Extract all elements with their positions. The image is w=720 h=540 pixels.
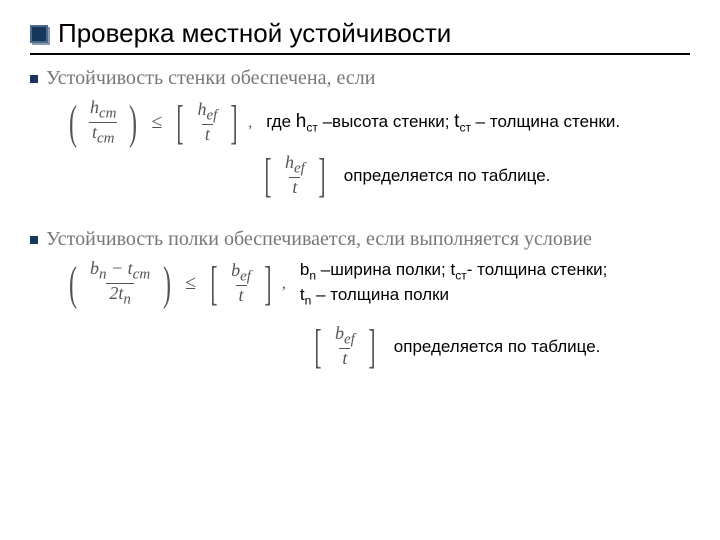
section1-table-note-row: [ hef t ] определяется по таблице. xyxy=(260,153,690,198)
f2-minus: − xyxy=(106,258,127,278)
sf1-n: h xyxy=(285,152,294,172)
section2-condition-row: Устойчивость полки обеспечивается, если … xyxy=(30,228,690,251)
f2-lnb-sub: cm xyxy=(133,267,151,283)
formula1: ( hcm tcm ) ≤ [ hef t ] , xyxy=(65,98,252,147)
formula1-annotation: где hст –высота стенки; tст – толщина ст… xyxy=(266,111,620,134)
f2-rn-sub: ef xyxy=(240,269,251,285)
def-v1: b xyxy=(300,260,309,279)
f1-rd: t xyxy=(202,124,213,145)
f1-ln-sub: cm xyxy=(99,106,117,122)
title-bar: Проверка местной устойчивости xyxy=(30,18,690,55)
lparen-icon: ( xyxy=(69,101,77,144)
rbracket2-icon: ] xyxy=(318,154,325,197)
f2-ld: 2t xyxy=(109,283,123,303)
def-v2-sub: ст xyxy=(455,268,467,282)
bullet2-icon xyxy=(30,236,38,244)
small-frac2-frac: bef t xyxy=(332,324,358,369)
formula2-definitions: bn –ширина полки; tст- толщина стенки; t… xyxy=(300,259,607,308)
sf2-ns: ef xyxy=(344,332,355,348)
f1-ln: h xyxy=(90,97,99,117)
rparen-icon: ) xyxy=(129,101,137,144)
def-v1-text: –ширина полки; xyxy=(316,260,450,279)
formula2-row: ( bn − tcm 2tn ) ≤ [ bef t ] , bn –ширин… xyxy=(65,259,690,308)
lbracket4-icon: [ xyxy=(314,325,321,368)
page-title: Проверка местной устойчивости xyxy=(58,18,451,49)
sf2-d: t xyxy=(339,348,350,369)
rbracket4-icon: ] xyxy=(368,325,375,368)
small-frac2: [ bef t ] xyxy=(310,324,380,369)
def-v2-text: - толщина стенки; xyxy=(467,260,608,279)
small-frac1-frac: hef t xyxy=(282,153,308,198)
rparen2-icon: ) xyxy=(163,262,171,305)
f2-lna: b xyxy=(90,258,99,278)
annot-v1-text: –высота стенки; xyxy=(318,112,454,131)
sf1-ns: ef xyxy=(294,161,305,177)
rbracket-icon: ] xyxy=(231,101,238,144)
annot-prefix: где xyxy=(266,112,296,131)
def-v3-text: – толщина полки xyxy=(311,285,449,304)
f2-ld-sub: n xyxy=(123,292,131,308)
frac2-left: bn − tcm 2tn xyxy=(87,259,153,308)
section2-table-note-row: [ bef t ] определяется по таблице. xyxy=(310,324,690,369)
formula2: ( bn − tcm 2tn ) ≤ [ bef t ] , xyxy=(65,259,286,308)
sf2-n: b xyxy=(335,323,344,343)
section1-table-note: определяется по таблице. xyxy=(344,166,551,186)
le-icon: ≤ xyxy=(147,111,166,134)
annot-v1-sub: ст xyxy=(306,120,318,134)
section1-condition: Устойчивость стенки обеспечена, если xyxy=(46,67,375,90)
annot-v2-sub: ст xyxy=(459,120,471,134)
section1-condition-row: Устойчивость стенки обеспечена, если xyxy=(30,67,690,90)
f2-rd: t xyxy=(236,285,247,306)
small-frac1: [ hef t ] xyxy=(260,153,330,198)
rbracket3-icon: ] xyxy=(264,262,271,305)
bullet-icon xyxy=(30,75,38,83)
annot-v2-text: – толщина стенки. xyxy=(471,112,620,131)
frac2-right: bef t xyxy=(228,261,254,306)
le2-icon: ≤ xyxy=(181,272,200,295)
title-bullet-icon xyxy=(30,25,48,43)
f1-ld-sub: cm xyxy=(97,131,115,147)
lbracket2-icon: [ xyxy=(264,154,271,197)
section2-condition: Устойчивость полки обеспечивается, если … xyxy=(46,228,592,251)
lbracket3-icon: [ xyxy=(211,262,218,305)
formula1-row: ( hcm tcm ) ≤ [ hef t ] , где hст –высот… xyxy=(65,98,690,147)
frac-right: hef t xyxy=(194,100,220,145)
frac-left: hcm tcm xyxy=(87,98,120,147)
f1-rn-sub: ef xyxy=(206,108,217,124)
f2-rn: b xyxy=(231,260,240,280)
section2-table-note: определяется по таблице. xyxy=(394,337,601,357)
lbracket-icon: [ xyxy=(177,101,184,144)
sf1-d: t xyxy=(289,177,300,198)
annot-v1: h xyxy=(296,111,307,132)
lparen2-icon: ( xyxy=(69,262,77,305)
